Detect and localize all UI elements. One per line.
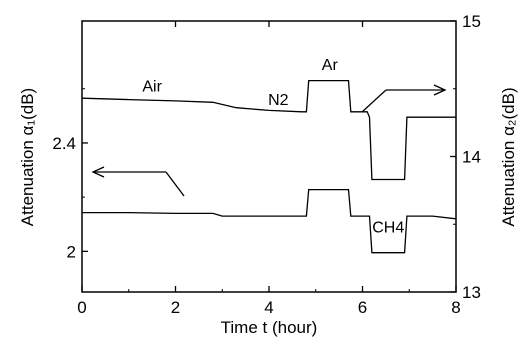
plot-frame	[81, 20, 457, 293]
x-tick-label: 0	[77, 298, 86, 317]
right-y-tick-label: 15	[462, 12, 481, 31]
right-y-tick-label: 13	[462, 283, 481, 302]
left-y-axis-ticks: 22.4	[52, 88, 88, 261]
series-annotation-label: Air	[142, 78, 162, 95]
series-annotation-label: CH4	[372, 219, 404, 236]
alpha1-series-line	[82, 188, 457, 254]
left-y-axis-title: Attenuation α₁(dB)	[18, 88, 37, 226]
series-annotation-label: N2	[268, 92, 289, 109]
x-tick-label: 6	[358, 298, 367, 317]
series-annotation-label: Ar	[322, 57, 339, 74]
x-tick-label: 4	[264, 298, 273, 317]
left-y-tick-label: 2	[67, 242, 76, 261]
right-y-axis-ticks: 13 14 15	[450, 12, 481, 302]
x-tick-label: 8	[451, 298, 460, 317]
x-tick-label: 2	[171, 298, 180, 317]
right-axis-pointer-arrow	[361, 84, 447, 113]
annotations: Air N2 Ar CH4	[142, 57, 404, 237]
alpha2-series-line	[81, 79, 456, 181]
x-axis-ticks: 0 2 4 6 8	[77, 21, 461, 317]
x-axis-title: Time t (hour)	[221, 318, 318, 337]
series-group	[81, 79, 457, 254]
left-y-tick-label: 2.4	[52, 134, 76, 153]
right-y-axis-title: Attenuation α₂(dB)	[499, 87, 518, 226]
right-y-tick-label: 14	[462, 148, 481, 167]
left-axis-pointer-arrow	[91, 166, 185, 197]
